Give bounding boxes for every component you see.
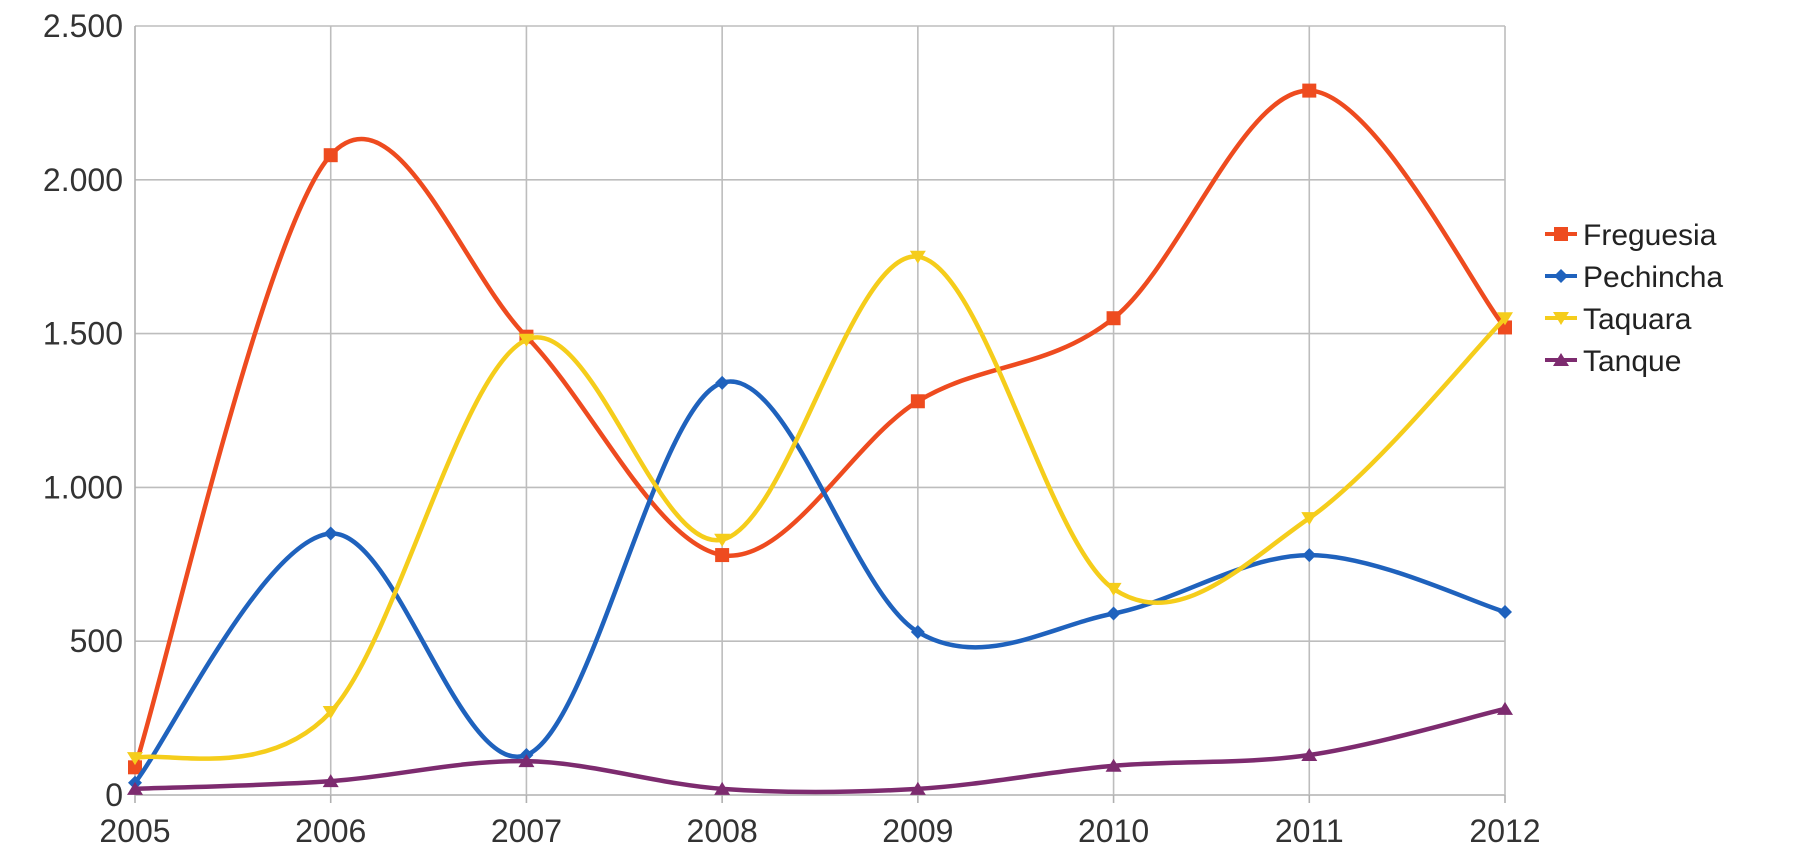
y-tick-label: 500	[70, 623, 123, 659]
series-line-freguesia	[132, 88, 1508, 770]
data-point-freguesia	[715, 548, 730, 563]
data-point-tanque	[322, 774, 339, 788]
legend: Freguesia Pechincha Taquara Tanque	[1545, 219, 1723, 378]
data-point-freguesia	[128, 760, 142, 775]
data-point-pechincha	[910, 624, 925, 639]
x-tick-label: 2005	[99, 813, 170, 849]
data-point-pechincha	[1302, 548, 1317, 563]
data-point-tanque	[127, 781, 143, 795]
y-tick-label: 2.000	[43, 162, 123, 198]
legend-label: Tanque	[1583, 345, 1681, 378]
data-point-tanque	[1497, 701, 1513, 715]
data-point-freguesia	[1106, 311, 1121, 326]
legend-label: Taquara	[1583, 303, 1692, 336]
legend-item-taquara: Taquara	[1545, 303, 1692, 336]
data-point-taquara	[127, 752, 143, 766]
series-line-tanque	[132, 706, 1508, 795]
series-line-taquara	[132, 254, 1508, 761]
series-taquara	[127, 250, 1513, 766]
legend-label: Freguesia	[1583, 219, 1717, 252]
legend-item-pechincha: Pechincha	[1545, 261, 1723, 294]
data-point-freguesia	[910, 394, 925, 409]
x-tick-label: 2007	[491, 813, 562, 849]
data-point-tanque	[909, 781, 926, 795]
data-point-taquara	[1301, 512, 1318, 526]
legend-marker	[1553, 353, 1569, 366]
data-point-taquara	[1105, 582, 1122, 596]
data-point-freguesia	[323, 148, 338, 163]
x-tick-label: 2008	[687, 813, 758, 849]
data-point-taquara	[1497, 312, 1513, 326]
data-point-pechincha	[1498, 604, 1512, 619]
series-tanque	[127, 701, 1513, 795]
y-tick-label: 0	[105, 777, 123, 813]
data-point-taquara	[909, 250, 926, 264]
legend-marker	[1554, 227, 1568, 241]
legend-item-freguesia: Freguesia	[1545, 219, 1717, 252]
data-point-tanque	[518, 754, 535, 768]
data-point-tanque	[714, 781, 731, 795]
legend-label: Pechincha	[1583, 261, 1723, 294]
data-point-pechincha	[715, 375, 730, 390]
y-axis-tick-labels: 0 500 1.000 1.500 2.000 2.500	[43, 8, 123, 813]
x-tick-label: 2009	[882, 813, 953, 849]
data-point-taquara	[322, 705, 339, 719]
x-axis-tick-labels: 2005 2006 2007 2008 2009 2010 2011 2012	[99, 813, 1540, 849]
x-tick-label: 2006	[295, 813, 366, 849]
data-point-freguesia	[1302, 83, 1317, 98]
grid-lines	[134, 25, 1506, 803]
x-tick-label: 2010	[1078, 813, 1149, 849]
legend-marker	[1554, 269, 1568, 283]
data-point-tanque	[1301, 748, 1318, 762]
legend-item-tanque: Tanque	[1545, 345, 1681, 378]
data-point-tanque	[1105, 758, 1122, 772]
data-point-taquara	[518, 333, 535, 347]
x-tick-label: 2012	[1469, 813, 1540, 849]
x-tick-label: 2011	[1275, 813, 1344, 849]
y-tick-label: 1.500	[43, 316, 123, 352]
data-point-pechincha	[323, 526, 338, 541]
y-tick-label: 2.500	[43, 8, 123, 44]
data-point-pechincha	[1106, 606, 1121, 621]
data-point-taquara	[714, 533, 731, 547]
legend-marker	[1553, 312, 1569, 325]
series-group	[127, 83, 1513, 795]
y-tick-label: 1.000	[43, 469, 123, 505]
